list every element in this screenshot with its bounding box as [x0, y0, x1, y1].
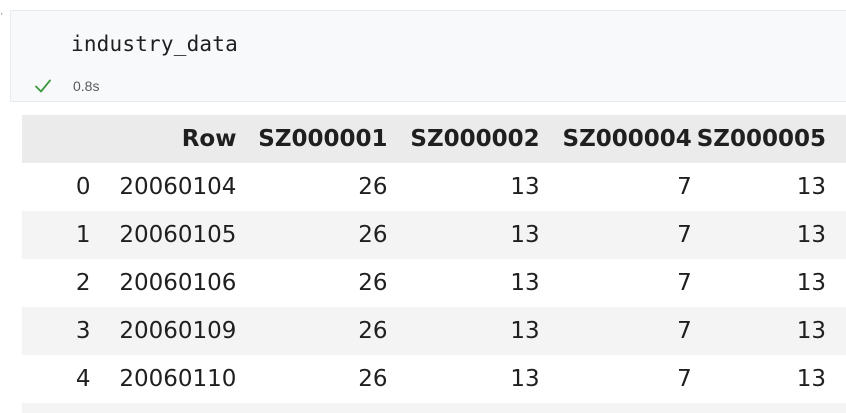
row-index-cell: 3 [75, 318, 91, 344]
sz000005-cell: 13 [796, 318, 826, 344]
next-row-partial [22, 403, 846, 413]
sz000004-cell: 7 [677, 366, 692, 392]
sz000004-cell: 7 [677, 270, 692, 296]
table-row: 3 20060109 26 13 7 13 [22, 307, 846, 355]
row-index-cell: 4 [75, 366, 91, 392]
sz000002-cell: 13 [510, 222, 540, 248]
table-row: 0 20060104 26 13 7 13 [22, 163, 846, 211]
sz000005-cell: 13 [796, 270, 826, 296]
column-header-row: Row [181, 126, 237, 152]
cell-output: Row SZ000001 SZ000002 SZ000004 SZ000005 … [22, 115, 846, 403]
sz000002-cell: 13 [510, 174, 540, 200]
execution-time: 0.8s [73, 78, 100, 94]
column-header-index [22, 115, 93, 163]
row-date-cell: 20060110 [119, 366, 237, 392]
sz000004-cell: 7 [677, 318, 692, 344]
sz000005-cell: 13 [796, 174, 826, 200]
sz000002-cell: 13 [510, 366, 540, 392]
sz000004-cell: 7 [677, 222, 692, 248]
sz000004-cell: 7 [677, 174, 692, 200]
execution-status: 0.8s [33, 75, 99, 97]
row-date-cell: 20060106 [119, 270, 237, 296]
sz000001-cell: 26 [358, 174, 388, 200]
row-index-cell: 0 [75, 174, 91, 200]
cell-collapse-marker[interactable]: ʼ [0, 12, 4, 23]
sz000005-cell: 13 [796, 366, 826, 392]
code-editor-line[interactable]: industry_data [71, 32, 238, 56]
row-date-cell: 20060105 [119, 222, 237, 248]
column-header-sz000004: SZ000004 [562, 126, 692, 152]
sz000002-cell: 13 [510, 270, 540, 296]
column-header-sz000002: SZ000002 [410, 126, 540, 152]
row-index-cell: 2 [75, 270, 91, 296]
code-cell[interactable]: industry_data 0.8s [10, 10, 846, 102]
check-icon [35, 79, 51, 93]
table-row: 4 20060110 26 13 7 13 [22, 355, 846, 403]
sz000001-cell: 26 [358, 222, 388, 248]
column-header-sz000005: SZ000005 [696, 126, 826, 152]
sz000001-cell: 26 [358, 366, 388, 392]
table-row: 2 20060106 26 13 7 13 [22, 259, 846, 307]
sz000002-cell: 13 [510, 318, 540, 344]
sz000001-cell: 26 [358, 270, 388, 296]
sz000005-cell: 13 [796, 222, 826, 248]
dataframe-table: Row SZ000001 SZ000002 SZ000004 SZ000005 … [22, 115, 846, 403]
column-header-sz000001: SZ000001 [258, 126, 388, 152]
sz000001-cell: 26 [358, 318, 388, 344]
table-row: 1 20060105 26 13 7 13 [22, 211, 846, 259]
table-header-row: Row SZ000001 SZ000002 SZ000004 SZ000005 [22, 115, 846, 163]
row-date-cell: 20060109 [119, 318, 237, 344]
row-index-cell: 1 [75, 222, 91, 248]
row-date-cell: 20060104 [119, 174, 237, 200]
